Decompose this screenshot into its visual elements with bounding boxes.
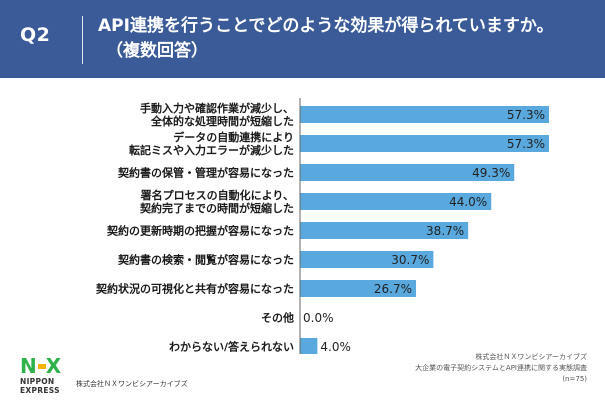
category-label-8-0: わからない/答えられない xyxy=(169,340,294,354)
value-label-3: 44.0% xyxy=(449,195,487,209)
company-name: 株式会社ＮＸワンビシアーカイブズ xyxy=(76,380,188,388)
source-note: 株式会社ＮＸワンビシアーカイブズ 大企業の電子契約システムとAPI連携に関する実… xyxy=(327,352,587,385)
category-label-2-0: 契約書の保管・管理が容易になった xyxy=(117,166,294,180)
category-label-1-0: データの自動連携により xyxy=(173,130,294,144)
question-number: Q2 xyxy=(20,24,51,46)
value-label-7: 0.0% xyxy=(303,311,334,325)
bar-3 xyxy=(300,193,492,210)
value-label-6: 26.7% xyxy=(374,282,412,296)
value-label-4: 38.7% xyxy=(426,224,464,238)
bar-1 xyxy=(300,135,549,152)
nx-logo-mark: N X xyxy=(20,355,66,377)
bar-5 xyxy=(300,251,434,268)
value-label-0: 57.3% xyxy=(507,108,545,122)
category-label-1-1: 転記ミスや入力エラーが減少した xyxy=(129,143,294,157)
bar-chart: 57.3% 手動入力や確認作業が減少し、全体的な処理時間が短縮した 57.3% データ… xyxy=(95,98,549,354)
value-label-2: 49.3% xyxy=(472,166,510,180)
logo-letter-n: N xyxy=(20,354,37,378)
source-company: 株式会社ＮＸワンビシアーカイブズ xyxy=(475,353,587,361)
nippon-express-logo: N X NIPPON EXPRESS xyxy=(20,355,66,395)
question-note: （複数回答） xyxy=(106,41,208,61)
category-label-0-1: 全体的な処理時間が短縮した xyxy=(150,114,294,128)
sample-size: (n=75) xyxy=(562,375,587,383)
category-label-4-0: 契約の更新時期の把握が容易になった xyxy=(106,224,294,238)
question-title: API連携を行うことでどのような効果が得られていますか。 （複数回答） xyxy=(98,14,593,64)
logo-text-nippon: NIPPON xyxy=(20,377,55,386)
bar-4 xyxy=(300,222,469,239)
category-label-0-0: 手動入力や確認作業が減少し、 xyxy=(140,101,294,115)
bar-0 xyxy=(300,106,549,123)
logo-letter-x: X xyxy=(45,354,62,378)
value-label-1: 57.3% xyxy=(507,137,545,151)
question-header: Q2 API連携を行うことでどのような効果が得られていますか。 （複数回答） xyxy=(0,0,605,78)
bar-2 xyxy=(300,164,515,181)
value-label-5: 30.7% xyxy=(391,253,429,267)
logo-text-express: EXPRESS xyxy=(20,386,60,395)
bar-8 xyxy=(300,338,318,354)
category-label-5-0: 契約書の検索・閲覧が容易になった xyxy=(117,253,294,267)
category-label-3-0: 署名プロセスの自動化により、 xyxy=(140,188,294,202)
source-survey: 大企業の電子契約システムとAPI連携に関する実態調査 xyxy=(415,364,587,372)
question-text: API連携を行うことでどのような効果が得られていますか。 xyxy=(98,16,554,36)
value-label-8: 4.0% xyxy=(320,340,351,354)
bar-6 xyxy=(300,280,417,297)
category-label-3-1: 契約完了までの時間が短縮した xyxy=(139,201,294,215)
header-divider xyxy=(82,16,83,64)
category-label-6-0: 契約状況の可視化と共有が容易になった xyxy=(95,282,294,296)
logo-yellow-bar xyxy=(37,363,46,369)
category-label-7-0: その他 xyxy=(261,311,294,325)
